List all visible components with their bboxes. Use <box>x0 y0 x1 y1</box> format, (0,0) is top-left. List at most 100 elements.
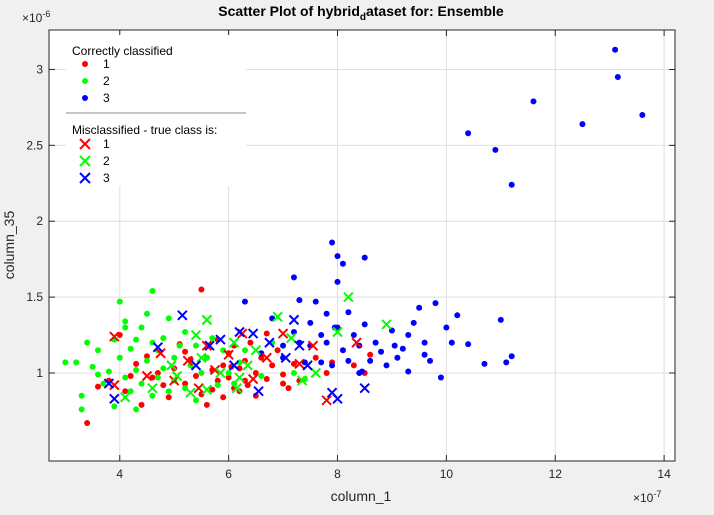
data-point-correct-class-1 <box>290 360 297 367</box>
data-point-correct-class-1 <box>350 362 357 369</box>
data-point-correct-class-1 <box>269 362 276 369</box>
data-point-correct-class-2 <box>154 374 161 381</box>
y-axis-label: column_35 <box>1 211 17 280</box>
data-point-correct-class-1 <box>280 380 287 387</box>
data-point-correct-class-3 <box>312 298 319 305</box>
data-point-correct-class-3 <box>323 310 330 317</box>
data-point-correct-class-3 <box>639 111 646 118</box>
y-tick-label: 1 <box>36 366 43 380</box>
legend-label-wrong-2: 2 <box>103 154 110 168</box>
data-point-correct-class-3 <box>290 274 297 281</box>
data-point-correct-class-3 <box>323 339 330 346</box>
data-point-correct-class-3 <box>421 339 428 346</box>
data-point-misclassified-class-1 <box>201 340 213 351</box>
data-point-correct-class-1 <box>263 330 270 337</box>
data-point-misclassified-class-1 <box>193 382 204 394</box>
data-point-correct-class-1 <box>280 371 287 378</box>
data-point-correct-class-3 <box>492 146 499 153</box>
x-exponent-base: ×10 <box>633 491 654 505</box>
legend-label-correct-1: 1 <box>103 57 110 71</box>
data-point-misclassified-class-2 <box>250 345 262 356</box>
data-point-correct-class-1 <box>220 362 227 369</box>
x-tick-label: 8 <box>334 467 341 481</box>
data-point-misclassified-class-3 <box>103 378 115 389</box>
data-point-correct-class-3 <box>530 98 537 105</box>
axes-frame <box>48 29 676 462</box>
data-point-correct-class-3 <box>339 347 346 354</box>
data-point-misclassified-class-2 <box>190 329 202 341</box>
legend-box <box>66 35 246 186</box>
data-point-misclassified-class-3 <box>152 341 164 353</box>
data-point-misclassified-class-1 <box>247 373 259 385</box>
data-point-misclassified-class-2 <box>296 375 308 386</box>
data-point-correct-class-2 <box>94 371 101 378</box>
data-point-correct-class-1 <box>133 360 140 367</box>
data-point-misclassified-class-1 <box>351 337 362 348</box>
data-point-correct-class-2 <box>198 369 205 376</box>
x-tick-label: 14 <box>657 467 671 481</box>
data-point-correct-class-3 <box>361 254 368 261</box>
data-point-correct-class-1 <box>154 369 161 376</box>
data-point-correct-class-3 <box>508 353 515 360</box>
legend-label-wrong-3: 3 <box>103 171 110 185</box>
data-point-misclassified-class-3 <box>177 310 188 321</box>
y-exponent-base: ×10 <box>22 11 43 25</box>
data-point-correct-class-1 <box>214 377 221 384</box>
data-point-misclassified-class-2 <box>185 387 196 398</box>
data-point-correct-class-1 <box>143 353 150 360</box>
legend-group-correct-title: Correctly classified <box>72 44 173 58</box>
data-point-correct-class-2 <box>122 318 129 325</box>
data-point-correct-class-2 <box>94 347 101 354</box>
data-point-correct-class-3 <box>503 359 510 366</box>
data-point-correct-class-1 <box>247 339 254 346</box>
y-tick-label: 2 <box>36 214 43 228</box>
data-point-correct-class-2 <box>133 336 140 343</box>
data-point-misclassified-class-3 <box>288 314 300 326</box>
data-point-correct-class-1 <box>160 382 167 389</box>
legend: Correctly classified 1 2 3 Misclassified… <box>66 35 246 186</box>
data-point-misclassified-class-3 <box>215 334 226 345</box>
data-point-correct-class-2 <box>127 345 134 352</box>
data-point-correct-class-3 <box>378 348 385 355</box>
data-point-correct-class-3 <box>345 357 352 364</box>
legend-marker-wrong-1 <box>79 138 91 150</box>
data-point-correct-class-3 <box>339 260 346 267</box>
data-point-correct-class-3 <box>383 362 390 369</box>
data-point-correct-class-3 <box>372 339 379 346</box>
data-point-correct-class-3 <box>465 341 472 348</box>
data-point-correct-class-3 <box>454 312 461 319</box>
data-point-misclassified-class-1 <box>294 358 305 370</box>
data-point-correct-class-3 <box>329 239 336 246</box>
data-point-correct-class-3 <box>399 345 406 352</box>
data-point-correct-class-3 <box>405 368 412 375</box>
data-point-misclassified-class-3 <box>294 340 305 351</box>
data-point-correct-class-3 <box>579 121 586 128</box>
data-point-misclassified-class-3 <box>253 385 264 397</box>
data-point-misclassified-class-1 <box>277 328 289 339</box>
data-point-correct-class-2 <box>149 288 156 295</box>
legend-marker-correct-3 <box>82 95 88 101</box>
data-point-misclassified-class-3 <box>359 382 370 394</box>
chart-title-subscript: d <box>360 12 366 23</box>
data-point-misclassified-class-2 <box>147 382 158 394</box>
y-tick-label: 3 <box>36 62 43 76</box>
data-point-correct-class-2 <box>111 403 118 410</box>
data-point-correct-class-2 <box>143 310 150 317</box>
data-point-misclassified-class-2 <box>120 392 131 403</box>
data-point-correct-class-2 <box>182 329 189 336</box>
data-point-misclassified-class-2 <box>215 367 226 379</box>
data-point-correct-class-1 <box>209 386 216 393</box>
data-point-correct-class-3 <box>296 297 303 304</box>
data-point-correct-class-3 <box>334 278 341 285</box>
data-point-misclassified-class-1 <box>109 331 120 342</box>
data-point-misclassified-class-2 <box>310 367 321 379</box>
data-point-correct-class-2 <box>165 315 172 322</box>
data-point-misclassified-class-1 <box>261 352 272 364</box>
data-point-correct-class-3 <box>614 74 621 81</box>
data-point-correct-class-3 <box>427 357 434 364</box>
data-point-correct-class-1 <box>198 286 205 293</box>
data-point-misclassified-class-3 <box>332 393 343 404</box>
y-tick-label: 2.5 <box>26 138 43 152</box>
data-point-correct-class-1 <box>84 420 91 427</box>
